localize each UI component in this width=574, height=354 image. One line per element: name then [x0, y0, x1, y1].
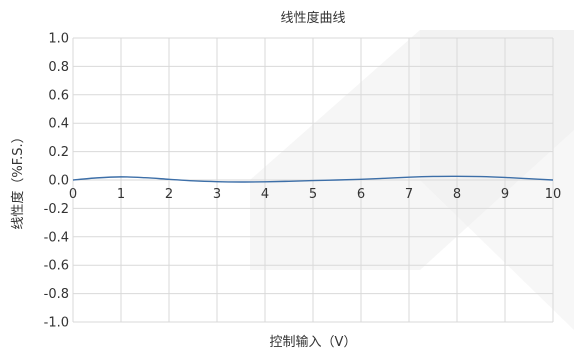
x-tick-label: 3 [213, 187, 221, 202]
x-tick-label: 6 [357, 187, 365, 202]
x-tick-label: 8 [453, 187, 461, 202]
x-tick-label: 1 [117, 187, 125, 202]
y-tick-label: -0.8 [44, 287, 69, 302]
y-tick-label: -0.2 [44, 202, 69, 217]
series-layer [72, 175, 554, 183]
y-tick-label: -0.6 [44, 259, 69, 274]
x-axis-title: 控制输入（V） [270, 334, 357, 350]
y-tick-labels: 1.0 0.8 0.6 0.4 0.2 0.0 -0.2 -0.4 -0.6 -0.8 -1.0 [44, 32, 69, 331]
x-tick-label: 9 [501, 187, 509, 202]
y-tick-label: -0.4 [44, 230, 69, 245]
x-tick-label: 10 [545, 187, 562, 202]
x-tick-label: 0 [69, 187, 77, 202]
series-line [72, 175, 554, 183]
y-tick-label: -1.0 [44, 316, 69, 331]
y-tick-label: 0.6 [48, 88, 69, 103]
y-tick-label: 0.0 [48, 174, 69, 189]
x-tick-label: 7 [405, 187, 413, 202]
x-tick-label: 5 [309, 187, 317, 202]
x-tick-label: 2 [165, 187, 173, 202]
x-tick-label: 4 [261, 187, 269, 202]
y-axis-title: 线性度（%F.S.） [10, 130, 26, 229]
y-tick-label: 0.4 [48, 117, 69, 132]
y-tick-label: 1.0 [48, 32, 69, 47]
grid-lines [72, 37, 554, 323]
x-tick-labels: 0 1 2 3 4 5 6 7 8 9 10 [69, 187, 561, 202]
y-tick-label: 0.2 [48, 145, 69, 160]
y-tick-label: 0.8 [48, 60, 69, 75]
watermark-shape [250, 30, 574, 270]
chart-title: 线性度曲线 [280, 10, 345, 26]
